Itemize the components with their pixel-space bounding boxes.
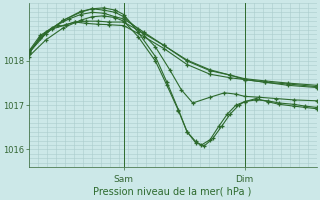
X-axis label: Pression niveau de la mer( hPa ): Pression niveau de la mer( hPa ) (93, 187, 252, 197)
